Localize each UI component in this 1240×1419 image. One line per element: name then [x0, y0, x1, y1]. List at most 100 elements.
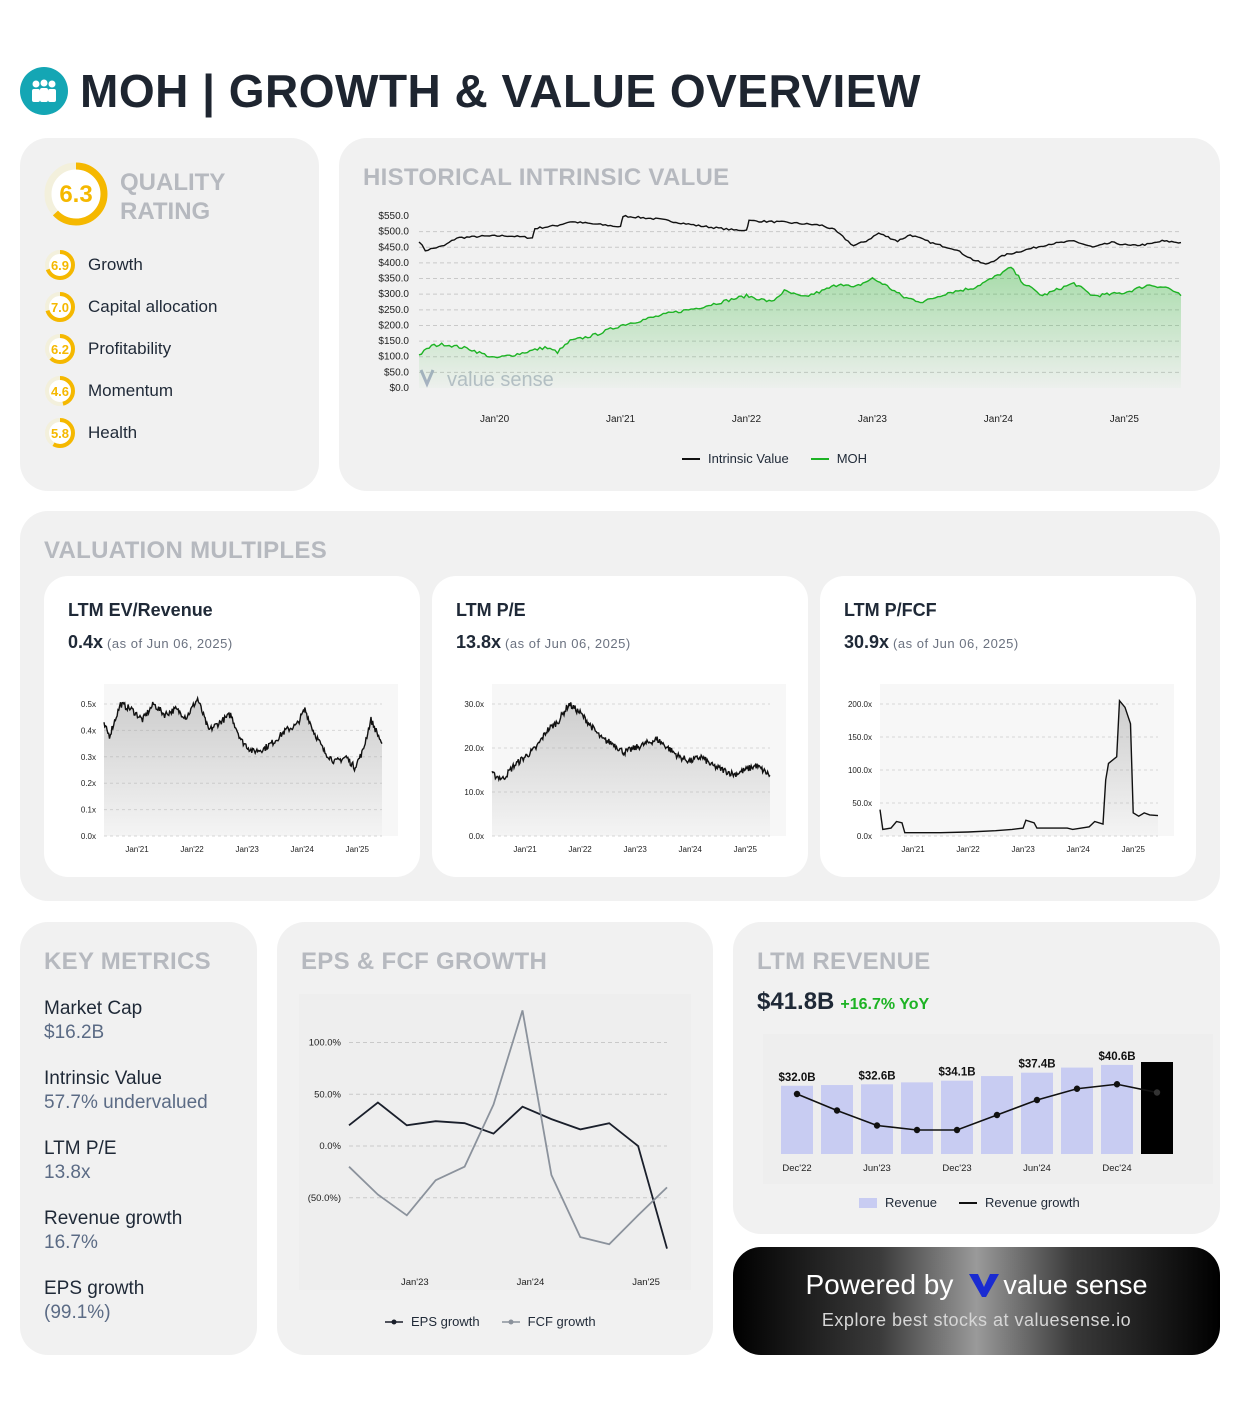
revenue-bar	[1061, 1067, 1093, 1154]
chart-background	[299, 994, 691, 1290]
quality-score-ring: 6.3	[44, 162, 108, 226]
key-metrics-title: KEY METRICS	[44, 948, 211, 975]
ev-revenue-title: LTM EV/Revenue	[68, 600, 213, 620]
eps-fcf-card: EPS & FCF GROWTH 100.0% 50.0% 0.0% (50.0%) J…	[277, 922, 713, 1355]
y-tick-label: $500.0	[378, 227, 409, 238]
y-tick-label: 0.4x	[81, 726, 96, 735]
key-metric: Revenue growth 16.7%	[44, 1208, 182, 1254]
y-tick-label: 100.0x	[848, 766, 872, 775]
quality-item: 4.6 Momentum	[44, 374, 173, 408]
revenue-growth-point	[1153, 1089, 1161, 1096]
pe-title: LTM P/E	[456, 600, 526, 620]
revenue-bar	[1021, 1072, 1053, 1154]
quality-item-ring: 6.2	[45, 334, 75, 364]
quality-item-score: 5.8	[51, 426, 69, 441]
historical-legend: Intrinsic Value MOH	[682, 451, 889, 466]
y-tick-label: 0.3x	[81, 753, 96, 762]
quality-item-score: 6.2	[51, 342, 69, 357]
revenue-bar	[1141, 1062, 1173, 1154]
x-tick-label: Jan'24	[517, 1277, 545, 1288]
revenue-growth-point	[793, 1090, 801, 1098]
y-tick-label: 100.0%	[309, 1038, 342, 1049]
quality-item-label: Health	[88, 423, 138, 442]
revenue-growth-line	[796, 1083, 1158, 1131]
ltm-revenue-legend: Revenue Revenue growth	[859, 1195, 1102, 1210]
legend-revenue-growth: Revenue growth	[985, 1195, 1080, 1210]
multiple-line	[103, 695, 383, 773]
multiple-area	[880, 700, 1158, 836]
ltm-revenue-chart: $32.0B $32.6B $34.1B $37.4B $40.6B Dec'22 Jun'…	[763, 1034, 1213, 1184]
multiple-line	[491, 702, 771, 783]
x-tick-label: Jan'21	[513, 845, 537, 854]
key-metric-value: 16.7%	[44, 1232, 98, 1253]
promo-brand: value sense	[1003, 1269, 1148, 1300]
historical-title: HISTORICAL INTRINSIC VALUE	[363, 164, 730, 191]
pfcf-chart: 200.0x 150.0x 100.0x 50.0x 0.0x Jan'21 Jan'22 J…	[848, 684, 1174, 854]
quality-item-score: 6.9	[51, 258, 69, 273]
y-tick-label: $0.0	[390, 383, 410, 394]
key-metric: Market Cap $16.2B	[44, 998, 142, 1044]
quality-item: 6.9 Growth	[44, 248, 143, 282]
revenue-growth-point	[993, 1111, 1001, 1119]
x-tick-label: Jan'24	[679, 845, 703, 854]
legend-moh: MOH	[836, 451, 868, 466]
y-tick-label: 0.0x	[857, 832, 872, 841]
multiple-area	[104, 698, 382, 836]
quality-label: QUALITY RATING	[120, 169, 225, 225]
pe-chart: 30.0x 20.0x 10.0x 0.0x Jan'21 Jan'22 Jan'23 Jan…	[464, 684, 786, 854]
x-tick-label: Jan'22	[732, 414, 762, 425]
bar-value-label: $34.1B	[938, 1067, 975, 1079]
moh-price-line	[418, 266, 1182, 359]
legend-intrinsic: Intrinsic Value	[708, 451, 789, 466]
ltm-revenue-yoy: +16.7% YoY	[840, 996, 930, 1013]
x-tick-label: Jan'23	[401, 1277, 429, 1288]
y-tick-label: $300.0	[378, 289, 409, 300]
x-tick-label: Dec'22	[782, 1163, 811, 1174]
key-metric-value: 13.8x	[44, 1162, 91, 1183]
y-tick-label: $100.0	[378, 352, 409, 363]
y-tick-label: $450.0	[378, 242, 409, 253]
pfcf-card: LTM P/FCF 30.9x (as of Jun 06, 2025) 200.…	[820, 576, 1196, 877]
multiple-line	[879, 698, 1159, 834]
y-tick-label: 30.0x	[464, 700, 484, 709]
y-tick-label: $250.0	[378, 305, 409, 316]
pe-card: LTM P/E 13.8x (as of Jun 06, 2025) 30.0x 2…	[432, 576, 808, 877]
y-tick-label: 0.0%	[319, 1141, 341, 1152]
y-tick-label: 200.0x	[848, 700, 872, 709]
quality-item-label: Profitability	[88, 339, 172, 358]
promo-banner[interactable]: Powered by value sense Explore best stoc…	[733, 1247, 1220, 1355]
y-tick-label: $200.0	[378, 320, 409, 331]
x-tick-label: Jun'23	[863, 1163, 891, 1174]
quality-score: 6.3	[59, 181, 92, 208]
y-tick-label: $350.0	[378, 274, 409, 285]
x-tick-label: Jan'24	[984, 414, 1014, 425]
key-metric-value: (99.1%)	[44, 1302, 111, 1323]
x-tick-label: Jan'25	[346, 845, 370, 854]
x-tick-label: Jun'24	[1023, 1163, 1051, 1174]
x-tick-label: Jan'23	[1011, 845, 1035, 854]
x-tick-label: Jan'24	[291, 845, 315, 854]
x-tick-label: Dec'23	[942, 1163, 971, 1174]
eps-growth-line	[348, 1101, 668, 1249]
y-tick-label: $400.0	[378, 258, 409, 269]
y-tick-label: 0.2x	[81, 779, 96, 788]
ltm-revenue-title: LTM REVENUE	[757, 948, 931, 975]
y-tick-label: 50.0x	[852, 799, 872, 808]
bar-value-label: $32.0B	[778, 1072, 815, 1084]
y-tick-label: 150.0x	[848, 733, 872, 742]
legend-eps: EPS growth	[411, 1314, 480, 1329]
ltm-revenue-value: $41.8B	[757, 988, 835, 1015]
ev-revenue-value: 0.4x (as of Jun 06, 2025)	[68, 632, 233, 652]
revenue-growth-point	[833, 1107, 841, 1114]
fcf-growth-line	[348, 1010, 668, 1246]
y-tick-label: 0.5x	[81, 700, 96, 709]
key-metric-label: Intrinsic Value	[44, 1068, 162, 1089]
promo-tagline: Explore best stocks at valuesense.io	[821, 1310, 1132, 1330]
quality-item: 5.8 Health	[44, 416, 137, 450]
y-tick-label: 50.0%	[314, 1089, 341, 1100]
company-logo-icon	[20, 67, 68, 115]
y-tick-label: $150.0	[378, 336, 409, 347]
y-tick-label: $50.0	[384, 367, 409, 378]
intrinsic-value-line	[418, 214, 1182, 265]
quality-item-ring: 7.0	[45, 292, 75, 322]
